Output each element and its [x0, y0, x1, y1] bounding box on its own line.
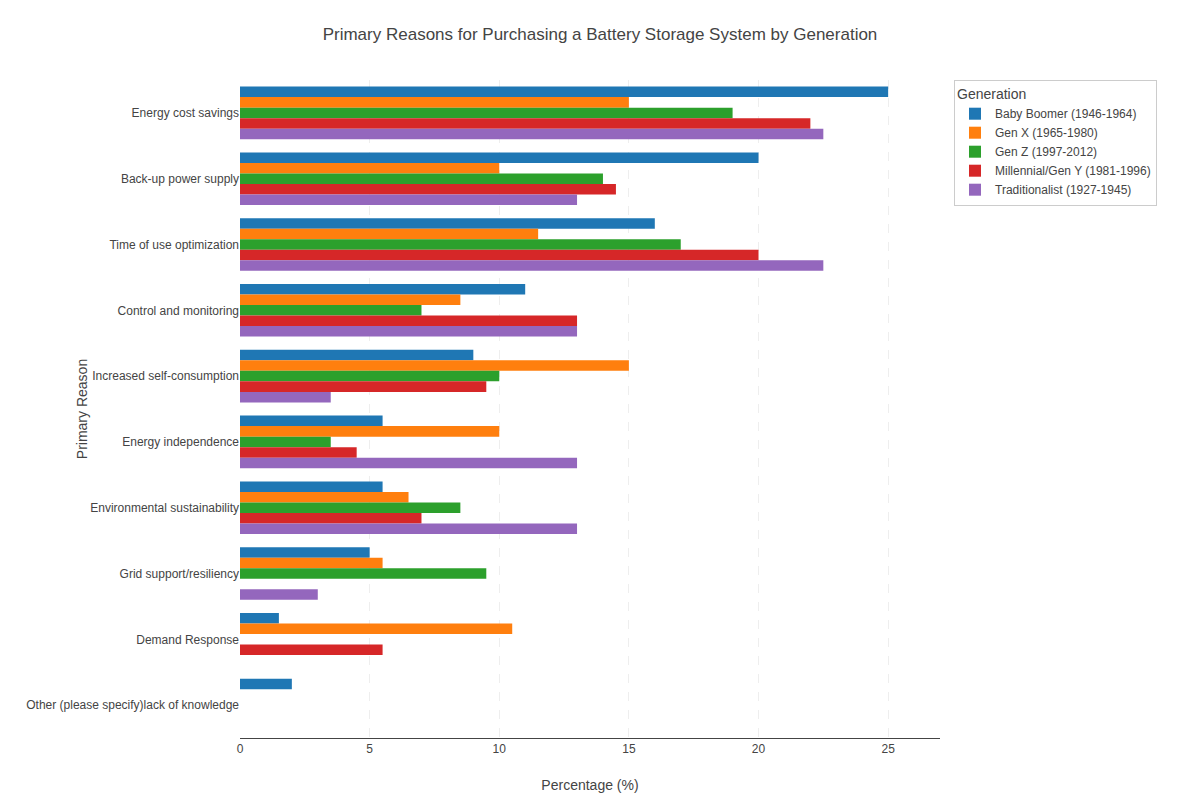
svg-text:Primary Reason: Primary Reason: [74, 359, 90, 459]
svg-text:Energy independence: Energy independence: [122, 435, 239, 449]
svg-text:Control and monitoring: Control and monitoring: [118, 304, 239, 318]
svg-text:0: 0: [237, 742, 244, 756]
svg-text:Gen X (1965-1980): Gen X (1965-1980): [995, 126, 1098, 140]
svg-text:5: 5: [366, 742, 373, 756]
svg-text:Millennial/Gen Y (1981-1996): Millennial/Gen Y (1981-1996): [995, 164, 1151, 178]
svg-text:Percentage (%): Percentage (%): [541, 777, 638, 793]
svg-text:Demand Response: Demand Response: [136, 633, 239, 647]
svg-text:25: 25: [881, 742, 895, 756]
svg-text:Primary Reasons for Purchasing: Primary Reasons for Purchasing a Battery…: [323, 25, 878, 44]
svg-text:Environmental sustainability: Environmental sustainability: [90, 501, 239, 515]
svg-text:Energy cost savings: Energy cost savings: [132, 106, 239, 120]
svg-text:Other (please specify)lack of: Other (please specify)lack of knowledge: [26, 698, 239, 712]
svg-text:Time of use optimization: Time of use optimization: [109, 238, 239, 252]
svg-text:Grid support/resiliency: Grid support/resiliency: [120, 567, 239, 581]
svg-text:Increased self-consumption: Increased self-consumption: [92, 369, 239, 383]
svg-text:Back-up power supply: Back-up power supply: [121, 172, 239, 186]
svg-text:Gen Z (1997-2012): Gen Z (1997-2012): [995, 145, 1097, 159]
svg-text:20: 20: [752, 742, 766, 756]
svg-text:15: 15: [622, 742, 636, 756]
svg-text:10: 10: [493, 742, 507, 756]
svg-text:Baby Boomer (1946-1964): Baby Boomer (1946-1964): [995, 107, 1136, 121]
svg-text:Traditionalist (1927-1945): Traditionalist (1927-1945): [995, 183, 1131, 197]
svg-text:Generation: Generation: [957, 86, 1026, 102]
